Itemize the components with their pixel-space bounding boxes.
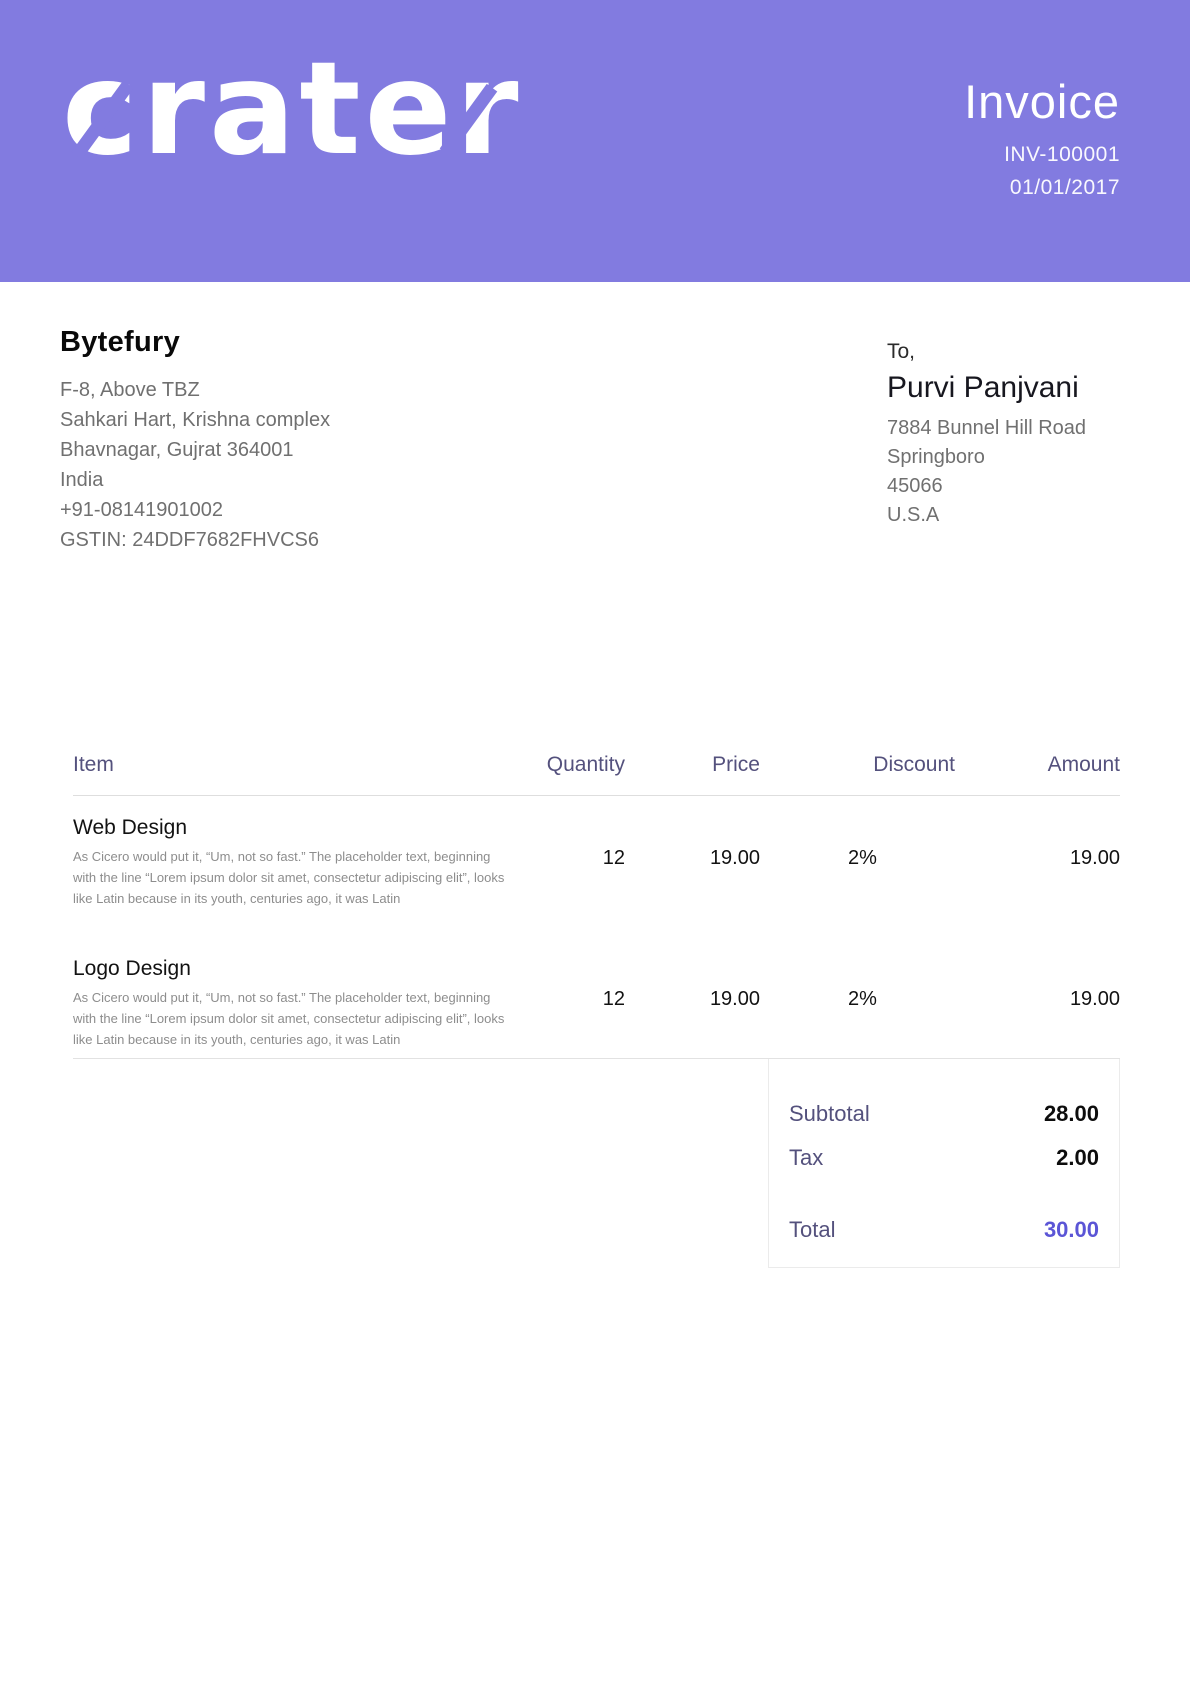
item-cell: Logo Design As Cicero would put it, “Um,… bbox=[73, 957, 510, 1050]
price-cell: 19.00 bbox=[709, 988, 760, 1011]
buyer-address-line: Springboro bbox=[887, 446, 985, 468]
total-label: Total bbox=[789, 1217, 836, 1243]
tax-value: 2.00 bbox=[1056, 1145, 1099, 1171]
amount-cell: 19.00 bbox=[1069, 847, 1120, 869]
seller-address-line: Sahkari Hart, Krishna complex bbox=[60, 409, 331, 431]
quantity-cell: 12 bbox=[602, 988, 625, 1011]
subtotal-label: Subtotal bbox=[789, 1101, 870, 1127]
items-table-header: Item Quantity Price Discount Amount bbox=[73, 753, 1120, 796]
amount-cell: 19.00 bbox=[1069, 988, 1120, 1011]
buyer-address-line: 45066 bbox=[887, 475, 943, 497]
discount-cell: 2% bbox=[848, 847, 877, 869]
seller-name: Bytefury bbox=[60, 326, 181, 358]
invoice-banner: crater Invoice INV-100001 01/01/2017 bbox=[0, 0, 1190, 282]
buyer-address: 7884 Bunnel Hill Road Springboro 45066 U… bbox=[887, 414, 1123, 530]
seller-block: Bytefury F-8, Above TBZ Sahkari Hart, Kr… bbox=[60, 326, 887, 555]
item-row: Web Design As Cicero would put it, “Um, … bbox=[73, 796, 1120, 937]
tax-label: Tax bbox=[789, 1145, 824, 1171]
item-name: Logo Design bbox=[73, 957, 191, 981]
totals-box: Subtotal 28.00 Tax 2.00 Total 30.00 bbox=[768, 1059, 1120, 1269]
tax-row: Tax 2.00 bbox=[789, 1145, 1099, 1171]
item-description: As Cicero would put it, “Um, not so fast… bbox=[73, 849, 505, 907]
discount-cell: 2% bbox=[848, 988, 877, 1011]
subtotal-value: 28.00 bbox=[1043, 1101, 1099, 1127]
quantity-cell: 12 bbox=[602, 847, 625, 869]
invoice-meta: Invoice INV-100001 01/01/2017 bbox=[964, 74, 1120, 200]
crater-logo: crater bbox=[62, 46, 523, 174]
invoice-title: Invoice bbox=[964, 75, 1120, 128]
header-price: Price bbox=[712, 753, 760, 776]
subtotal-row: Subtotal 28.00 bbox=[789, 1101, 1099, 1127]
total-row: Total 30.00 bbox=[789, 1217, 1099, 1243]
seller-gstin: GSTIN: 24DDF7682FHVCS6 bbox=[60, 529, 319, 551]
crater-logo-text: crater bbox=[62, 35, 523, 184]
item-cell: Web Design As Cicero would put it, “Um, … bbox=[73, 816, 510, 909]
seller-phone: +91-08141901002 bbox=[60, 499, 223, 521]
total-value: 30.00 bbox=[1043, 1217, 1099, 1243]
seller-address-line: F-8, Above TBZ bbox=[60, 379, 200, 401]
buyer-address-line: 7884 Bunnel Hill Road bbox=[887, 417, 1087, 439]
item-name: Web Design bbox=[73, 816, 188, 839]
totals-section: Subtotal 28.00 Tax 2.00 Total 30.00 bbox=[73, 1058, 1120, 1269]
invoice-number: INV-100001 bbox=[1004, 143, 1120, 167]
invoice-date: 01/01/2017 bbox=[1009, 176, 1120, 200]
header-amount: Amount bbox=[1047, 753, 1120, 776]
to-label: To, bbox=[887, 340, 916, 363]
buyer-name: Purvi Panjvani bbox=[887, 371, 1079, 404]
seller-address: F-8, Above TBZ Sahkari Hart, Krishna com… bbox=[60, 375, 887, 555]
buyer-address-line: U.S.A bbox=[887, 504, 940, 526]
item-description: As Cicero would put it, “Um, not so fast… bbox=[73, 990, 505, 1048]
header-discount: Discount bbox=[873, 753, 955, 776]
address-section: Bytefury F-8, Above TBZ Sahkari Hart, Kr… bbox=[0, 282, 1190, 555]
header-item: Item bbox=[73, 753, 114, 776]
seller-address-line: Bhavnagar, Gujrat 364001 bbox=[60, 439, 294, 461]
header-quantity: Quantity bbox=[546, 753, 625, 776]
buyer-block: To, Purvi Panjvani 7884 Bunnel Hill Road… bbox=[887, 326, 1123, 555]
item-row: Logo Design As Cicero would put it, “Um,… bbox=[73, 937, 1120, 1058]
seller-address-line: India bbox=[60, 469, 104, 491]
price-cell: 19.00 bbox=[709, 847, 760, 869]
items-table: Item Quantity Price Discount Amount Web … bbox=[73, 753, 1120, 1058]
